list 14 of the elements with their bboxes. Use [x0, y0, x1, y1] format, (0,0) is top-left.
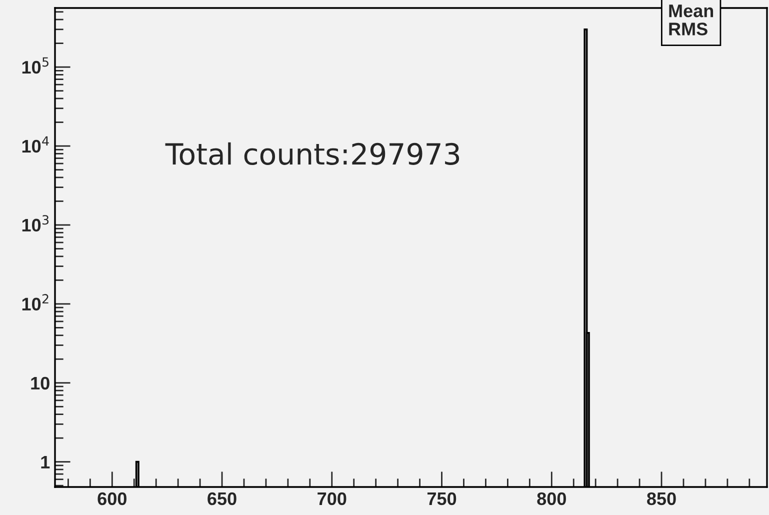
y-tick-label: 1: [41, 456, 50, 468]
annotation: Total counts:297973: [165, 142, 460, 165]
x-tick-label: 800: [537, 492, 566, 506]
y-tick-label: 10$^{2}$: [22, 294, 48, 311]
y-tick-label: 10$^{3}$: [22, 215, 49, 232]
x-tick-label: 700: [318, 492, 346, 506]
y-tick-label: 10$^{5}$: [22, 57, 48, 74]
annotation: Mean RMS: [669, 4, 714, 36]
x-tick-label: 850: [647, 492, 676, 506]
x-tick-label: 650: [208, 492, 236, 506]
x-tick-label: 600: [98, 492, 126, 506]
y-tick-label: 10$^{4}$: [22, 136, 49, 153]
y-tick-label: 10: [31, 376, 50, 390]
x-tick-label: 750: [427, 492, 456, 506]
